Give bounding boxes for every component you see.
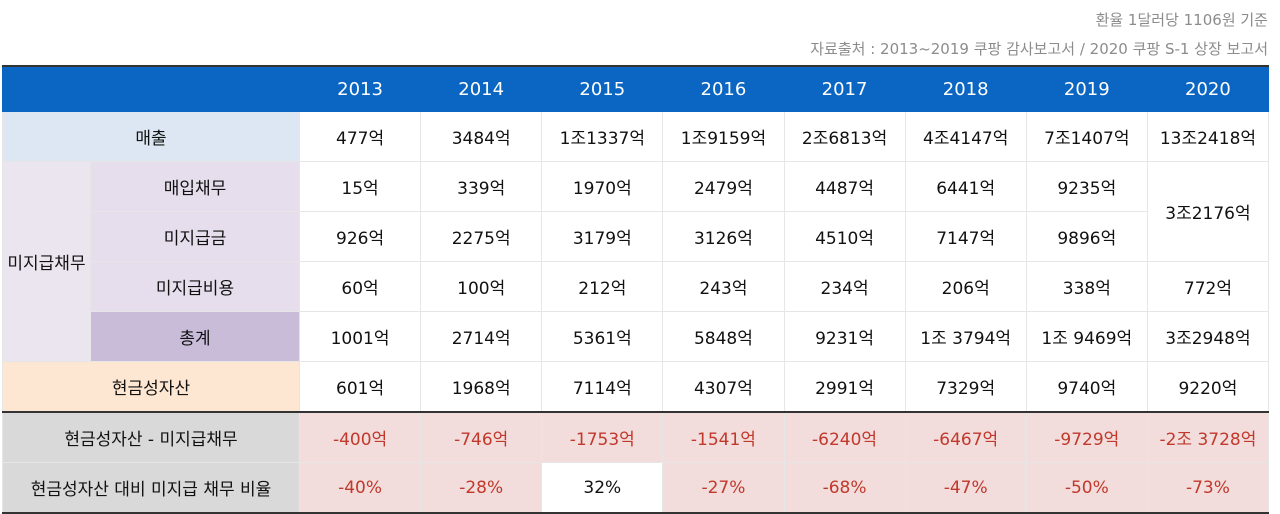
other-payables-2016: 3126억 (662, 211, 785, 262)
trade-payables-2017: 4487억 (783, 161, 906, 212)
cash-label: 현금성자산 (2, 361, 300, 413)
ratio-row: 현금성자산 대비 미지급 채무 비율 -40% -28% 32% -27% -6… (2, 462, 1270, 514)
year-2014-header: 2014 (420, 65, 543, 112)
difference-row: 현금성자산 - 미지급채무 -400억 -746억 -1753억 -1541억 … (2, 411, 1270, 463)
total-2013: 1001억 (298, 311, 422, 362)
total-2016: 5848억 (662, 311, 785, 362)
accrued-expenses-label: 미지급비용 (90, 261, 300, 312)
other-payables-2018: 7147억 (904, 211, 1027, 262)
total-2017: 9231억 (783, 311, 906, 362)
cash-2018: 7329억 (904, 361, 1027, 413)
ratio-2013: -40% (298, 462, 422, 514)
trade-payables-label: 매입채무 (90, 161, 300, 212)
total-2014: 2714억 (420, 311, 543, 362)
source-notes: 환율 1달러당 1106원 기준 자료출처 : 2013~2019 쿠팡 감사보… (810, 6, 1268, 64)
accrued-expenses-2015: 212억 (541, 261, 664, 312)
sales-2019: 7조1407억 (1025, 111, 1148, 162)
ratio-2020: -73% (1146, 462, 1270, 514)
difference-2017: -6240억 (783, 411, 906, 463)
difference-2019: -9729억 (1025, 411, 1148, 463)
ratio-2015: 32% (541, 462, 664, 514)
trade-payables-2016: 2479억 (662, 161, 785, 212)
total-2019: 1조 9469억 (1025, 311, 1148, 362)
difference-2014: -746억 (420, 411, 543, 463)
total-row: 총계 1001억 2714억 5361억 5848억 9231억 1조 3794… (3, 311, 1270, 362)
ratio-label: 현금성자산 대비 미지급 채무 비율 (2, 462, 300, 514)
cash-2014: 1968억 (420, 361, 543, 413)
difference-2015: -1753억 (541, 411, 664, 463)
trade-payables-2019: 9235억 (1025, 161, 1148, 212)
financial-table: 2013 2014 2015 2016 2017 2018 2019 2020 … (2, 65, 1270, 514)
total-2015: 5361억 (541, 311, 664, 362)
sales-row: 매출 477억 3484억 1조1337억 1조9159억 2조6813억 4조… (2, 111, 1270, 162)
exchange-rate-note: 환율 1달러당 1106원 기준 (1095, 11, 1268, 29)
difference-label: 현금성자산 - 미지급채무 (2, 411, 300, 463)
other-payables-2014: 2275억 (420, 211, 543, 262)
year-2013-header: 2013 (298, 65, 422, 112)
total-label: 총계 (90, 311, 300, 362)
trade-payables-2015: 1970억 (541, 161, 664, 212)
ratio-2018: -47% (904, 462, 1027, 514)
sales-2015: 1조1337억 (541, 111, 664, 162)
difference-2018: -6467억 (904, 411, 1027, 463)
ratio-2019: -50% (1025, 462, 1148, 514)
header-row: 2013 2014 2015 2016 2017 2018 2019 2020 (2, 65, 1270, 112)
total-2018: 1조 3794억 (904, 311, 1027, 362)
accrued-expenses-2020: 772억 (1146, 261, 1270, 312)
other-payables-2017: 4510억 (783, 211, 906, 262)
year-2019-header: 2019 (1025, 65, 1148, 112)
trade-payables-2014: 339억 (420, 161, 543, 212)
sales-2016: 1조9159억 (662, 111, 785, 162)
accrued-expenses-2013: 60억 (298, 261, 422, 312)
accounts-payable-group-label: 미지급채무 (2, 161, 91, 362)
other-payables-2015: 3179억 (541, 211, 664, 262)
sales-label: 매출 (2, 111, 300, 162)
ratio-2016: -27% (662, 462, 785, 514)
year-2016-header: 2016 (662, 65, 785, 112)
trade-payables-row: 미지급채무 매입채무 15억 339억 1970억 2479억 4487억 64… (2, 161, 1270, 362)
other-payables-label: 미지급금 (90, 211, 300, 262)
cash-row: 현금성자산 601억 1968억 7114억 4307억 2991억 7329억… (2, 361, 1270, 413)
sales-2017: 2조6813억 (783, 111, 906, 162)
sales-2013: 477억 (298, 111, 422, 162)
year-2018-header: 2018 (904, 65, 1027, 112)
accrued-expenses-2014: 100억 (420, 261, 543, 312)
cash-2013: 601억 (298, 361, 422, 413)
other-payables-2019: 9896억 (1025, 211, 1148, 262)
year-2020-header: 2020 (1146, 65, 1270, 112)
accrued-expenses-2017: 234억 (783, 261, 906, 312)
accrued-expenses-2016: 243억 (662, 261, 785, 312)
sales-2014: 3484억 (420, 111, 543, 162)
trade-payables-2013: 15억 (298, 161, 422, 212)
accrued-expenses-2019: 338억 (1025, 261, 1148, 312)
cash-2016: 4307억 (662, 361, 785, 413)
cash-2019: 9740억 (1025, 361, 1148, 413)
payables-2020-combined: 3조2176억 (1146, 161, 1270, 262)
cash-2015: 7114억 (541, 361, 664, 413)
ratio-2014: -28% (420, 462, 543, 514)
cash-2020: 9220억 (1146, 361, 1270, 413)
header-corner (2, 65, 300, 112)
source-note: 자료출처 : 2013~2019 쿠팡 감사보고서 / 2020 쿠팡 S-1 … (810, 40, 1268, 58)
other-payables-row: 미지급금 926억 2275억 3179억 3126억 4510억 7147억 … (3, 211, 1269, 262)
accrued-expenses-row: 미지급비용 60억 100억 212억 243억 234억 206억 338억 … (3, 261, 1270, 312)
accrued-expenses-2018: 206억 (904, 261, 1027, 312)
difference-2013: -400억 (298, 411, 422, 463)
year-2017-header: 2017 (783, 65, 906, 112)
difference-2016: -1541억 (662, 411, 785, 463)
total-2020: 3조2948억 (1146, 311, 1270, 362)
trade-payables-2018: 6441억 (904, 161, 1027, 212)
year-2015-header: 2015 (541, 65, 664, 112)
sales-2018: 4조4147억 (904, 111, 1027, 162)
other-payables-2013: 926억 (298, 211, 422, 262)
cash-2017: 2991억 (783, 361, 906, 413)
sales-2020: 13조2418억 (1146, 111, 1270, 162)
difference-2020: -2조 3728억 (1146, 411, 1270, 463)
ratio-2017: -68% (783, 462, 906, 514)
